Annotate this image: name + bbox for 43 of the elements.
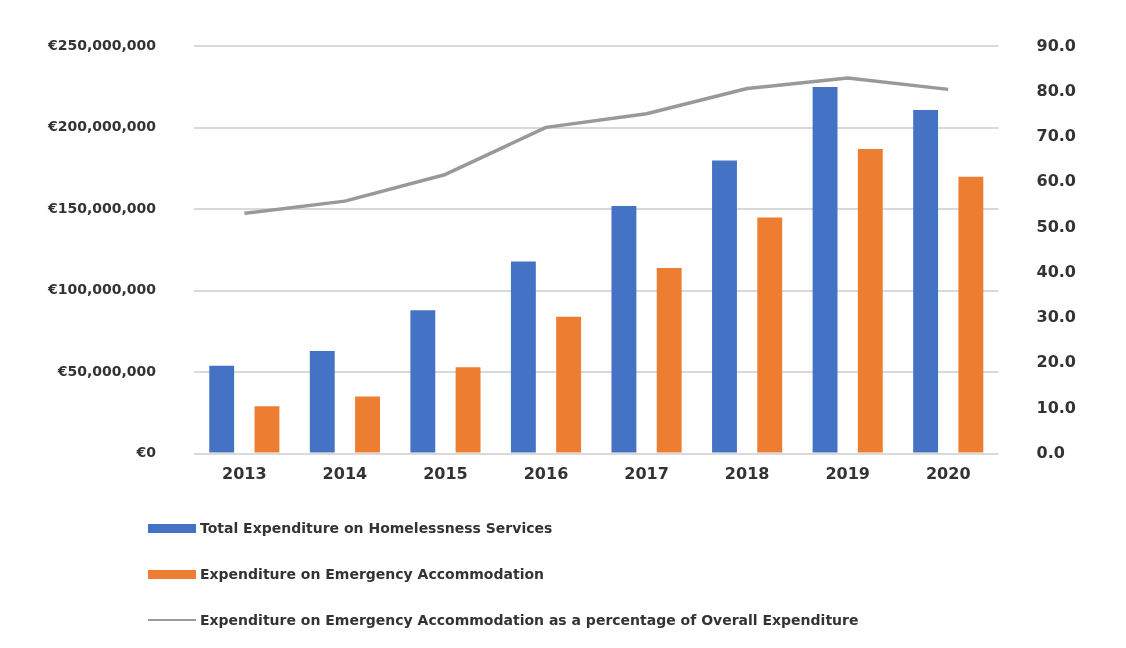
x-tick-label: 2013 [222, 464, 267, 484]
bar [556, 316, 582, 453]
bar [611, 206, 637, 453]
x-tick-label: 2016 [523, 464, 569, 484]
bar [355, 396, 380, 453]
y2-tick-label: 70.0 [1036, 126, 1077, 146]
y2-tick-label: 40.0 [1036, 261, 1077, 281]
bar [309, 350, 335, 453]
bar [913, 109, 939, 453]
bar [455, 367, 481, 453]
bar [857, 149, 883, 453]
legend-label: Expenditure on Emergency Accommodation as a percentage of Overall Expenditure [200, 612, 859, 628]
bar [656, 267, 682, 453]
x-tick-label: 2014 [322, 464, 368, 484]
y-tick-label: €50,000,000 [56, 362, 157, 379]
x-tick-label: 2018 [724, 464, 770, 484]
y-tick-label: €200,000,000 [46, 118, 157, 135]
bar [410, 310, 436, 453]
y2-tick-label: 10.0 [1036, 397, 1077, 417]
y2-tick-label: 90.0 [1036, 35, 1077, 55]
y2-tick-label: 80.0 [1036, 80, 1077, 100]
x-tick-label: 2019 [825, 464, 870, 484]
y-tick-label: €150,000,000 [46, 199, 157, 216]
y-tick-label: €0 [135, 444, 157, 461]
bar [757, 217, 783, 453]
y2-tick-label: 50.0 [1036, 216, 1077, 236]
x-tick-label: 2015 [423, 464, 468, 484]
legend-label: Expenditure on Emergency Accommodation [200, 566, 545, 582]
bar [958, 176, 984, 453]
y-tick-label: €250,000,000 [46, 37, 157, 54]
bar [209, 365, 235, 453]
bar [712, 160, 737, 453]
legend-label: Total Expenditure on Homelessness Services [200, 520, 553, 536]
y2-tick-label: 60.0 [1036, 171, 1077, 191]
y2-tick-label: 30.0 [1036, 307, 1077, 327]
y-tick-label: €100,000,000 [46, 281, 157, 298]
bar [812, 87, 838, 453]
x-tick-label: 2020 [925, 464, 971, 484]
y2-tick-label: 20.0 [1036, 352, 1077, 372]
x-tick-label: 2017 [624, 464, 669, 484]
y2-tick-label: 0.0 [1036, 442, 1065, 462]
bar [254, 406, 280, 453]
bar [510, 261, 536, 453]
